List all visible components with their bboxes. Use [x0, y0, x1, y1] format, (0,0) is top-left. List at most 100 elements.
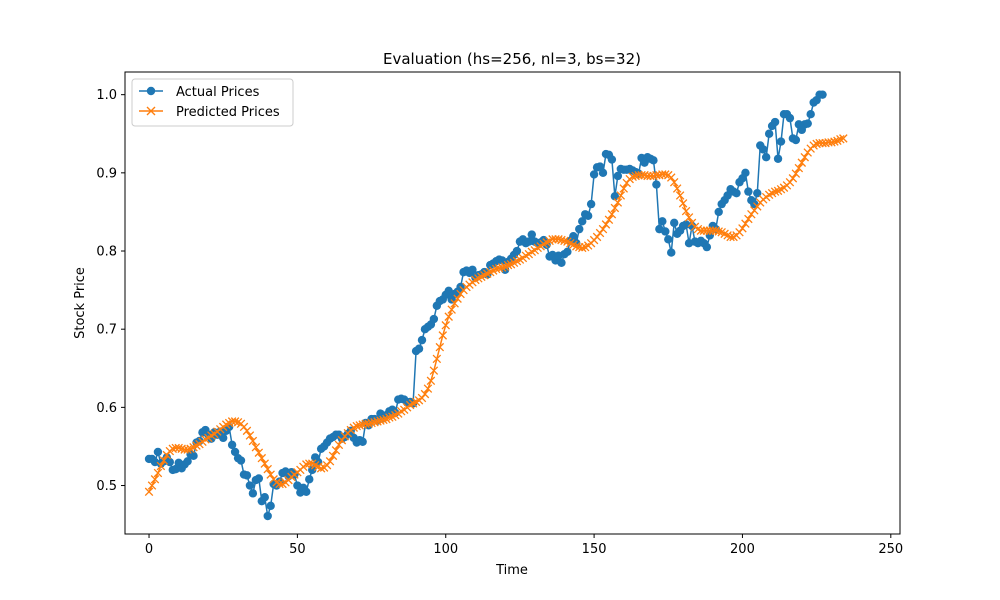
y-tick-label: 0.5 — [96, 479, 117, 494]
data-point-predicted — [150, 475, 160, 484]
legend-predicted-label: Predicted Prices — [176, 105, 280, 120]
data-point-predicted — [610, 203, 620, 213]
data-point-actual — [586, 199, 596, 209]
y-tick-label: 0.9 — [96, 166, 117, 181]
y-tick-label: 0.6 — [96, 401, 117, 416]
data-point-actual — [806, 110, 815, 119]
data-point-actual — [658, 217, 667, 226]
data-point-actual — [236, 456, 246, 465]
x-tick-label: 250 — [878, 542, 903, 557]
data-point-predicted — [248, 436, 258, 446]
data-point-actual — [429, 314, 439, 324]
data-point-actual — [219, 433, 228, 443]
data-point-actual — [607, 155, 617, 164]
data-point-actual — [667, 248, 676, 257]
x-tick-label: 200 — [730, 542, 755, 557]
data-point-predicted — [666, 173, 676, 182]
y-tick-label: 0.8 — [96, 245, 117, 260]
data-point-predicted — [239, 422, 249, 432]
data-point-actual — [563, 247, 572, 256]
data-point-actual — [153, 447, 163, 457]
data-point-actual — [524, 237, 534, 246]
data-point-actual — [741, 168, 750, 178]
data-point-predicted — [325, 457, 335, 466]
data-point-predicted — [785, 177, 795, 187]
data-point-predicted — [245, 431, 255, 440]
data-point-predicted — [675, 191, 685, 200]
data-point-predicted — [147, 481, 157, 490]
data-point-predicted — [254, 448, 264, 457]
data-point-predicted — [144, 487, 154, 497]
data-point-actual — [613, 171, 623, 181]
data-point-predicted — [230, 417, 240, 426]
data-point-actual — [818, 90, 827, 99]
data-point-predicted — [750, 206, 759, 215]
data-point-predicted — [830, 137, 839, 146]
data-point-actual — [598, 168, 608, 178]
data-point-predicted — [619, 184, 629, 193]
data-point-actual — [165, 457, 174, 467]
data-point-actual — [776, 137, 786, 146]
data-point-predicted — [744, 214, 753, 224]
data-point-predicted — [438, 331, 448, 340]
legend-box — [131, 78, 294, 127]
data-point-predicted — [328, 451, 338, 461]
data-point-actual — [595, 162, 605, 171]
data-point-predicted — [678, 199, 688, 208]
y-axis: 0.5 0.6 0.7 0.8 0.9 1.0 — [96, 88, 125, 494]
data-point-predicted — [803, 148, 812, 157]
data-point-actual — [791, 135, 801, 145]
data-point-actual — [227, 440, 237, 450]
data-point-predicted — [788, 174, 798, 183]
data-point-actual — [649, 156, 658, 165]
data-point-predicted — [613, 198, 623, 207]
legend: Actual Prices Predicted Prices — [131, 78, 294, 127]
data-point-predicted — [260, 459, 270, 468]
data-point-actual — [664, 235, 673, 244]
data-point-predicted — [153, 468, 163, 478]
data-point-actual — [358, 437, 367, 446]
data-point-actual — [578, 217, 587, 226]
series-predicted — [144, 134, 848, 497]
data-point-actual — [723, 191, 732, 200]
data-point-predicted — [794, 163, 804, 173]
data-point-actual — [557, 258, 566, 267]
axes-frame — [124, 71, 901, 535]
data-point-actual — [575, 224, 584, 234]
x-tick-label: 100 — [433, 542, 458, 557]
x-axis-label: Time — [495, 563, 528, 578]
data-point-predicted — [735, 227, 744, 237]
data-point-actual — [705, 231, 715, 240]
data-point-actual — [714, 207, 723, 217]
data-point-actual — [417, 335, 427, 345]
data-point-actual — [761, 153, 771, 162]
data-point-predicted — [604, 215, 614, 225]
data-point-predicted — [839, 134, 848, 143]
plot-area — [144, 90, 848, 521]
data-point-actual — [770, 117, 780, 127]
data-point-predicted — [183, 445, 192, 454]
data-point-predicted — [681, 206, 691, 216]
data-point-actual — [759, 145, 768, 154]
data-point-predicted — [420, 389, 430, 399]
data-point-predicted — [379, 415, 388, 425]
data-point-actual — [189, 451, 198, 461]
legend-predicted-marker — [146, 106, 156, 116]
data-point-predicted — [661, 170, 670, 179]
data-point-actual — [512, 246, 522, 256]
data-point-actual — [764, 129, 774, 138]
data-point-predicted — [753, 202, 762, 211]
data-point-actual — [583, 211, 593, 221]
chart-title: Evaluation (hs=256, nl=3, bs=32) — [383, 50, 641, 68]
data-point-predicted — [385, 413, 394, 422]
x-tick-label: 50 — [289, 542, 306, 557]
data-point-actual — [589, 170, 599, 179]
data-point-actual — [744, 187, 753, 196]
data-point-actual — [468, 265, 477, 274]
data-point-actual — [254, 474, 264, 483]
data-point-actual — [302, 487, 311, 496]
data-point-predicted — [797, 158, 807, 167]
data-point-predicted — [738, 224, 747, 233]
x-axis: 0 50 100 150 200 250 — [145, 534, 903, 557]
data-point-predicted — [435, 342, 445, 352]
